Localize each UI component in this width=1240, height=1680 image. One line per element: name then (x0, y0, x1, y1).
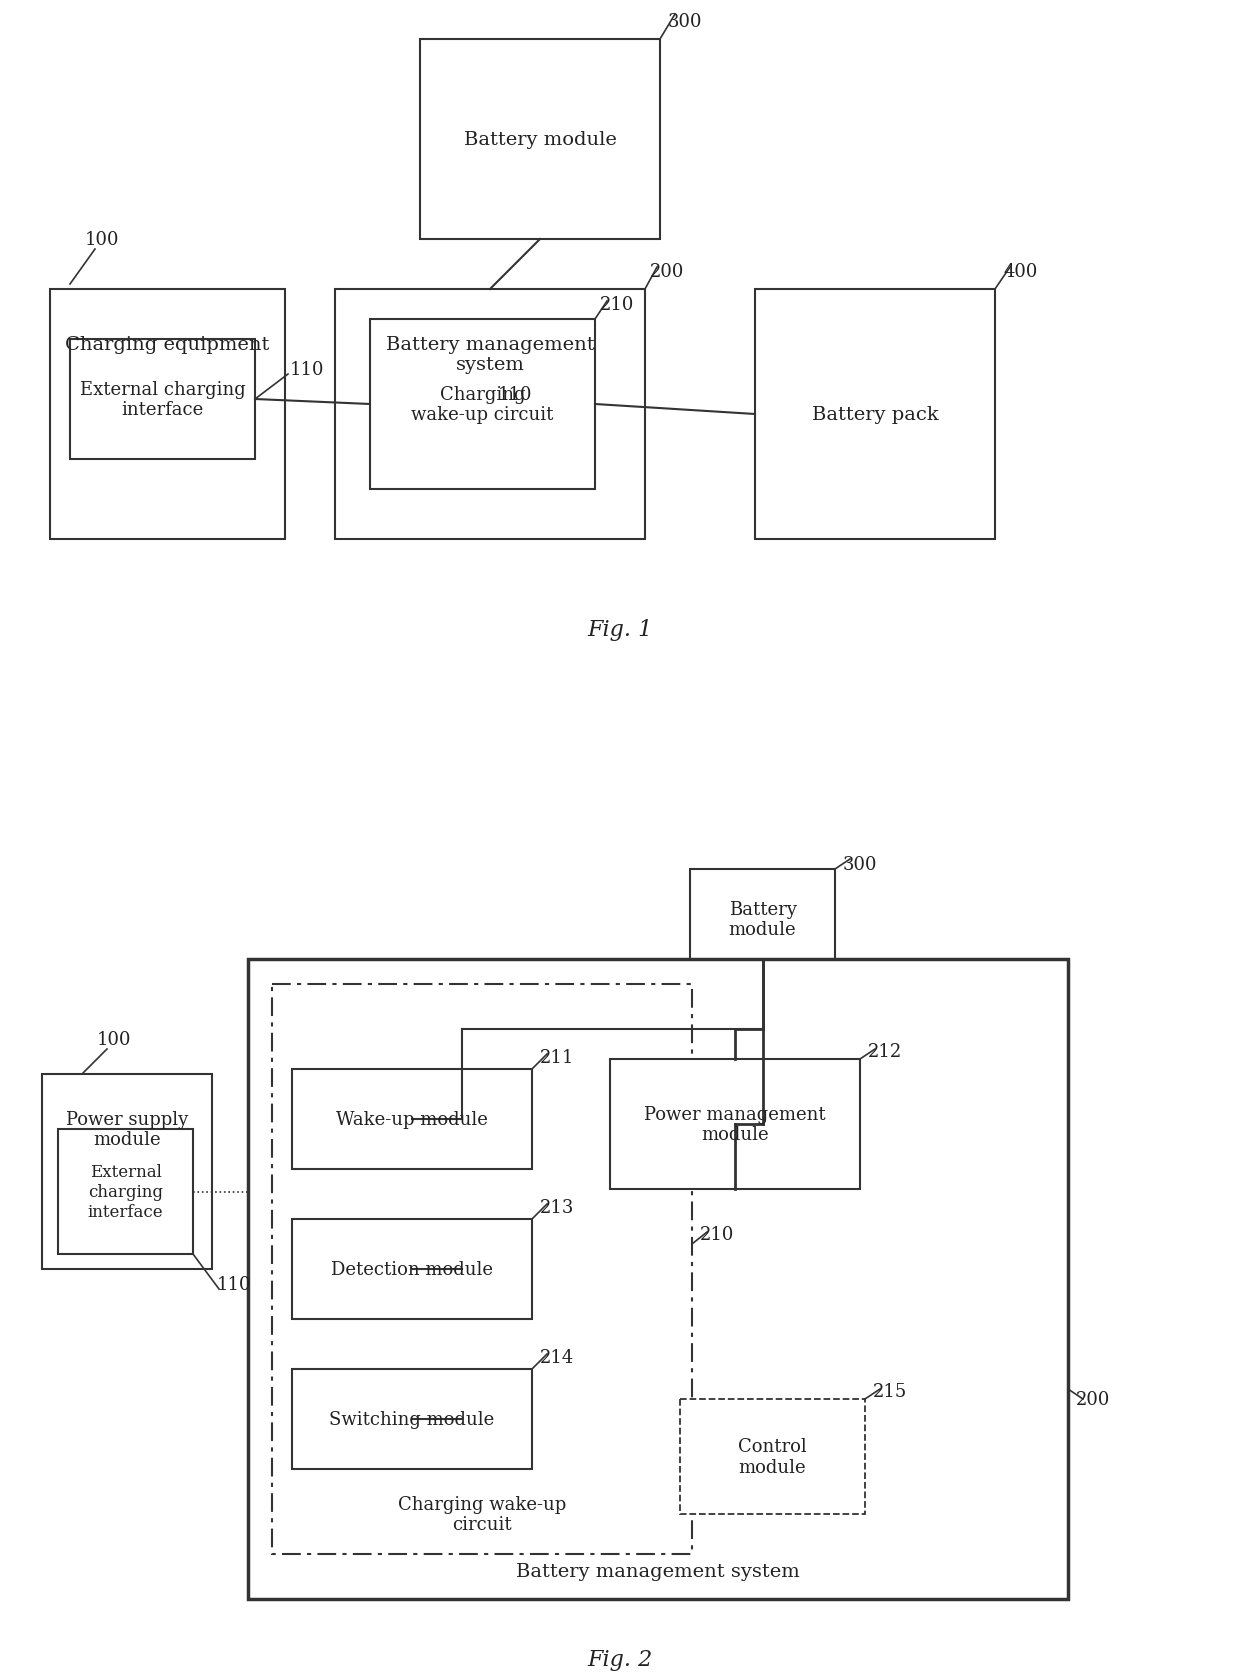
FancyBboxPatch shape (335, 291, 645, 539)
Text: 100: 100 (97, 1030, 131, 1048)
FancyBboxPatch shape (610, 1060, 861, 1189)
Text: 110: 110 (217, 1275, 252, 1294)
FancyBboxPatch shape (755, 291, 994, 539)
Text: Battery pack: Battery pack (812, 407, 939, 423)
Text: Battery management
system: Battery management system (386, 336, 594, 375)
FancyBboxPatch shape (248, 959, 1068, 1599)
Text: 210: 210 (701, 1225, 734, 1243)
Text: Battery management system: Battery management system (516, 1562, 800, 1581)
FancyBboxPatch shape (50, 291, 285, 539)
Text: Battery module: Battery module (464, 131, 616, 150)
Text: Charging wake-up
circuit: Charging wake-up circuit (398, 1495, 567, 1534)
Text: 110: 110 (498, 386, 532, 403)
Text: Wake-up module: Wake-up module (336, 1110, 487, 1129)
FancyBboxPatch shape (272, 984, 692, 1554)
Text: 215: 215 (873, 1383, 908, 1399)
Text: 213: 213 (539, 1198, 574, 1216)
FancyBboxPatch shape (42, 1075, 212, 1270)
Text: 300: 300 (843, 855, 878, 874)
Text: Fig. 2: Fig. 2 (588, 1648, 652, 1670)
Text: 200: 200 (1076, 1389, 1110, 1408)
FancyBboxPatch shape (291, 1070, 532, 1169)
Text: 400: 400 (1003, 262, 1038, 281)
FancyBboxPatch shape (69, 339, 255, 460)
FancyBboxPatch shape (370, 319, 595, 489)
FancyBboxPatch shape (420, 40, 660, 240)
Text: Switching module: Switching module (330, 1410, 495, 1428)
Text: Charging equipment: Charging equipment (66, 336, 269, 354)
Text: Battery
module: Battery module (729, 900, 796, 939)
Text: Fig. 1: Fig. 1 (588, 618, 652, 640)
Text: 211: 211 (539, 1048, 574, 1067)
Text: External
charging
interface: External charging interface (88, 1164, 164, 1220)
Text: 100: 100 (86, 230, 119, 249)
FancyBboxPatch shape (58, 1129, 193, 1255)
Text: 110: 110 (290, 361, 325, 378)
Text: 212: 212 (868, 1042, 903, 1060)
FancyBboxPatch shape (680, 1399, 866, 1514)
Text: Detection module: Detection module (331, 1260, 494, 1278)
FancyBboxPatch shape (291, 1369, 532, 1468)
Text: Control
module: Control module (738, 1438, 807, 1477)
Text: Charging
wake-up circuit: Charging wake-up circuit (412, 385, 554, 423)
Text: 214: 214 (539, 1347, 574, 1366)
Text: Power management
module: Power management module (645, 1105, 826, 1144)
Text: Power supply
module: Power supply module (66, 1110, 188, 1149)
Text: 210: 210 (600, 296, 635, 314)
Text: External charging
interface: External charging interface (79, 380, 246, 418)
Text: 200: 200 (650, 262, 684, 281)
FancyBboxPatch shape (689, 870, 835, 969)
Text: 300: 300 (668, 13, 703, 30)
FancyBboxPatch shape (291, 1220, 532, 1319)
